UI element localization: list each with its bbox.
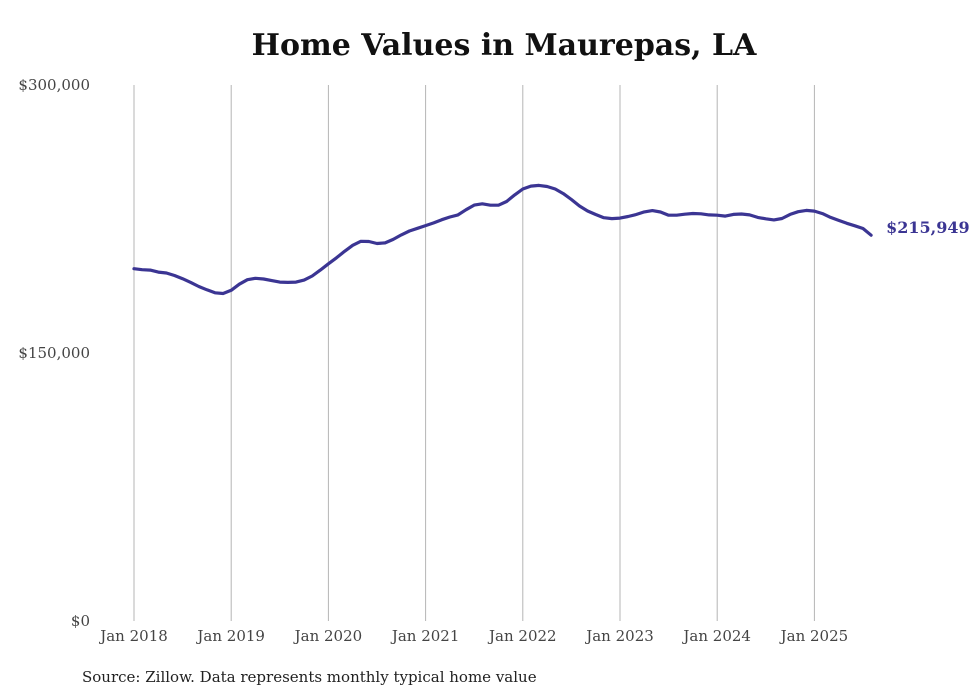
x-tick-label: Jan 2020 [293,627,363,645]
y-axis-ticks: $0 $150,000 $300,000 [18,76,90,630]
last-value-label: $215,949 [886,218,970,237]
x-tick-label: Jan 2025 [779,627,849,645]
chart-title: Home Values in Maurepas, LA [251,28,757,63]
y-tick-label: $150,000 [18,344,90,362]
x-tick-label: Jan 2022 [487,627,557,645]
x-tick-label: Jan 2023 [584,627,654,645]
x-tick-label: Jan 2024 [681,627,751,645]
x-axis-ticks: Jan 2018 Jan 2019 Jan 2020 Jan 2021 Jan 2022… [98,627,848,645]
x-tick-label: Jan 2018 [98,627,168,645]
x-gridlines [133,85,815,621]
x-tick-label: Jan 2019 [195,627,265,645]
y-tick-label: $0 [71,612,90,630]
home-value-line [132,183,873,296]
x-tick-label: Jan 2021 [390,627,460,645]
y-tick-label: $300,000 [18,76,90,94]
source-note: Source: Zillow. Data represents monthly … [82,668,537,686]
